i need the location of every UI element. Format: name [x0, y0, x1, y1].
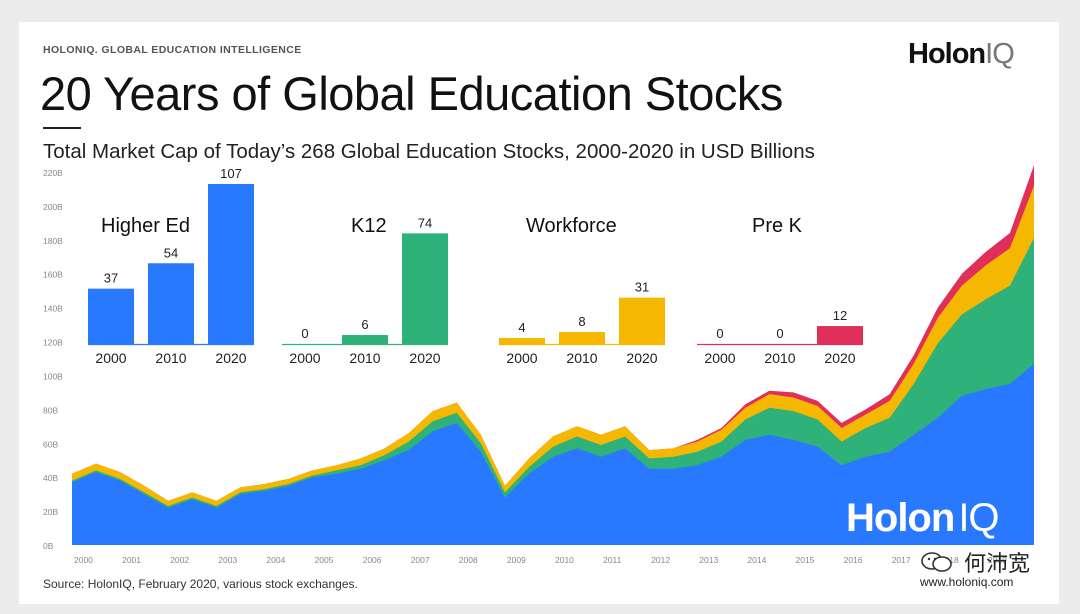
- bar-category-label: 2020: [409, 350, 440, 366]
- holoniq-logo: HolonIQ: [908, 38, 1015, 71]
- watermark-author: 何沛宽: [964, 551, 1031, 576]
- y-tick-label: 80B: [43, 405, 58, 415]
- title-rule: [43, 127, 81, 129]
- y-tick-label: 160B: [43, 270, 63, 280]
- bar-value-label: 12: [833, 308, 847, 323]
- x-tick-label: 2012: [651, 555, 670, 565]
- chart-watermark-logo: Holon IQ: [846, 496, 999, 540]
- bar-category-label: 2000: [95, 350, 126, 366]
- bar-value-label: 4: [518, 320, 525, 335]
- bar-category-label: 2020: [824, 350, 855, 366]
- bar-value-label: 37: [104, 271, 118, 286]
- x-tick-label: 2011: [603, 555, 622, 565]
- bar-value-label: 0: [301, 326, 308, 341]
- y-tick-label: 140B: [43, 304, 63, 314]
- bar: [619, 297, 665, 344]
- bar: [559, 332, 605, 344]
- bar-group-title: K12: [351, 215, 387, 237]
- bar-category-label: 2000: [289, 350, 320, 366]
- bar-value-label: 54: [164, 245, 178, 260]
- bar-value-label: 0: [776, 326, 783, 341]
- x-tick-label: 2013: [699, 555, 718, 565]
- x-tick-label: 2015: [796, 555, 815, 565]
- x-tick-label: 2014: [747, 555, 766, 565]
- bar-category-label: 2000: [506, 350, 537, 366]
- bar: [208, 184, 254, 344]
- bar-value-label: 6: [361, 317, 368, 332]
- x-tick-label: 2005: [315, 555, 334, 565]
- bar-value-label: 107: [220, 166, 242, 181]
- y-tick-label: 40B: [43, 473, 58, 483]
- x-tick-label: 2006: [363, 555, 382, 565]
- bar-category-label: 2020: [215, 350, 246, 366]
- bar-category-label: 2010: [155, 350, 186, 366]
- bar-category-label: 2000: [704, 350, 735, 366]
- x-tick-label: 2002: [170, 555, 189, 565]
- bar-category-label: 2010: [764, 350, 795, 366]
- bar-group-title: Pre K: [752, 215, 803, 237]
- logo-iq-text: IQ: [985, 38, 1015, 70]
- bar: [88, 288, 134, 344]
- bar: [148, 263, 194, 344]
- bar-group-title: Higher Ed: [101, 215, 190, 237]
- bar-group-title: Workforce: [526, 215, 617, 237]
- x-tick-label: 2004: [266, 555, 285, 565]
- y-tick-label: 220B: [43, 168, 63, 178]
- x-tick-label: 2008: [459, 555, 478, 565]
- x-tick-label: 2019: [988, 555, 1007, 565]
- logo-holon-text: Holon: [908, 38, 986, 70]
- page-title: 20 Years of Global Education Stocks: [40, 67, 783, 120]
- bar-category-label: 2010: [566, 350, 597, 366]
- brand-tagline: HOLONIQ. GLOBAL EDUCATION INTELLIGENCE: [43, 44, 302, 56]
- y-tick-label: 200B: [43, 202, 63, 212]
- x-tick-label: 2000: [74, 555, 93, 565]
- watermark-domain: www.holoniq.com: [920, 575, 1014, 589]
- bar-value-label: 8: [578, 314, 585, 329]
- x-tick-label: 2009: [507, 555, 526, 565]
- area-series-higher-ed: [72, 363, 1034, 545]
- bar: [817, 326, 863, 344]
- y-tick-label: 180B: [43, 236, 63, 246]
- y-tick-label: 0B: [43, 541, 54, 551]
- watermark-iq: IQ: [958, 496, 998, 540]
- y-tick-label: 20B: [43, 507, 58, 517]
- bar-value-label: 0: [716, 326, 723, 341]
- x-tick-label: 2010: [555, 555, 574, 565]
- bar-value-label: 74: [418, 215, 432, 230]
- wechat-icon: [921, 552, 952, 572]
- y-tick-label: 100B: [43, 371, 63, 381]
- x-tick-label: 2001: [122, 555, 141, 565]
- x-tick-label: 2016: [844, 555, 863, 565]
- watermark-holon: Holon: [846, 496, 954, 540]
- bar-value-label: 31: [635, 280, 649, 295]
- x-tick-label: 2017: [892, 555, 911, 565]
- x-tick-label: 2007: [411, 555, 430, 565]
- y-tick-label: 60B: [43, 439, 58, 449]
- source-note: Source: HolonIQ, February 2020, various …: [43, 577, 358, 591]
- bar: [402, 233, 448, 344]
- bar-category-label: 2010: [349, 350, 380, 366]
- page-subtitle: Total Market Cap of Today’s 268 Global E…: [43, 140, 815, 163]
- bar-category-label: 2020: [626, 350, 657, 366]
- y-tick-label: 120B: [43, 338, 63, 348]
- bar: [499, 338, 545, 344]
- x-tick-label: 2003: [218, 555, 237, 565]
- bar: [342, 335, 388, 344]
